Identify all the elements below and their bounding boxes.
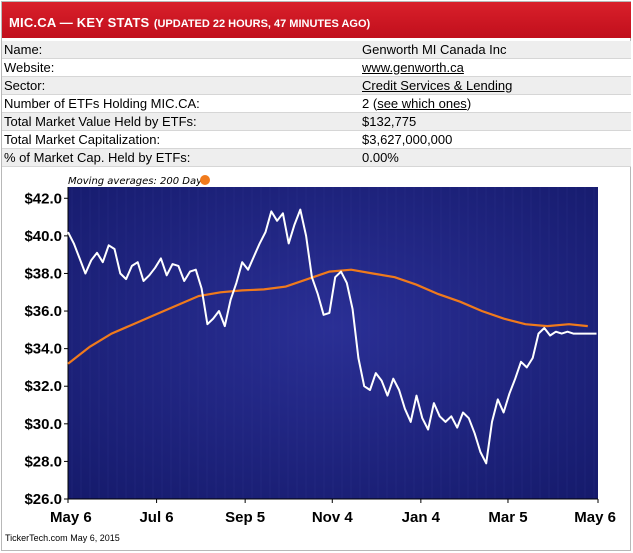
price-chart: $42.0 $40.0 $38.0 $36.0 $34.0 $32.0 $30.0 $28.0…	[24, 175, 616, 526]
stat-label: Total Market Value Held by ETFs:	[2, 112, 360, 131]
stats-row: Name: Genworth MI Canada Inc	[2, 41, 631, 59]
stats-row: % of Market Cap. Held by ETFs: 0.00%	[2, 148, 631, 167]
stat-value-cell: $3,627,000,000	[360, 130, 631, 149]
stat-label: Website:	[2, 58, 360, 77]
see-which-ones-link[interactable]: see which ones	[377, 95, 467, 111]
paren-open: (	[369, 95, 378, 111]
y-tick-label: $40.0	[24, 228, 62, 245]
stat-label: Number of ETFs Holding MIC.CA:	[2, 94, 360, 113]
stat-value-cell: $132,775	[360, 112, 631, 131]
key-stats-header: MIC.CA — KEY STATS (UPDATED 22 HOURS, 47…	[2, 2, 631, 38]
stat-label: Total Market Capitalization:	[2, 130, 360, 149]
stat-label: Name:	[2, 41, 360, 59]
x-tick-label: Jul 6	[139, 509, 173, 526]
stat-value-cell: www.genworth.ca	[360, 58, 631, 77]
stats-row: Total Market Value Held by ETFs: $132,775	[2, 112, 631, 131]
stat-value: 2	[362, 95, 370, 111]
stat-value-cell: Genworth MI Canada Inc	[360, 41, 631, 59]
x-tick-label: May 6	[50, 509, 92, 526]
y-tick-label: $38.0	[24, 265, 62, 282]
chart-footer: TickerTech.com May 6, 2015	[5, 533, 120, 543]
x-tick-label: Sep 5	[225, 509, 265, 526]
y-tick-label: $42.0	[24, 190, 62, 207]
footer-source[interactable]: TickerTech.com	[5, 533, 68, 543]
stats-row: Website: www.genworth.ca	[2, 58, 631, 77]
stat-value-link[interactable]: www.genworth.ca	[362, 59, 464, 75]
y-tick-label: $26.0	[24, 491, 62, 508]
stat-value-cell: Credit Services & Lending	[360, 76, 631, 95]
stats-row: Sector: Credit Services & Lending	[2, 76, 631, 95]
stat-value: $132,775	[362, 113, 417, 129]
stat-value-cell: 2 (see which ones)	[360, 94, 631, 113]
x-tick-label: Jan 4	[402, 509, 441, 526]
series-price-line	[67, 208, 597, 465]
stat-label: Sector:	[2, 76, 360, 95]
x-tick-label: Mar 5	[488, 509, 527, 526]
y-tick-label: $34.0	[24, 341, 62, 358]
y-tick-label: $30.0	[24, 416, 62, 433]
header-title: MIC.CA — KEY STATS	[9, 15, 150, 30]
stats-table: Name: Genworth MI Canada Inc Website: www.g…	[2, 41, 631, 167]
stat-value-link[interactable]: Credit Services & Lending	[362, 77, 513, 93]
x-tick-label: Nov 4	[312, 509, 354, 526]
header-updated: (UPDATED 22 HOURS, 47 MINUTES AGO)	[153, 18, 371, 30]
legend-label: Moving averages: 200 Day	[68, 176, 203, 187]
y-tick-label: $28.0	[24, 453, 62, 470]
stats-row: Number of ETFs Holding MIC.CA: 2 (see whi…	[2, 94, 631, 113]
stat-value: $3,627,000,000	[362, 131, 453, 147]
x-tick-label: May 6	[574, 509, 616, 526]
series-ma200-line	[67, 268, 588, 365]
stat-label: % of Market Cap. Held by ETFs:	[2, 148, 360, 167]
paren-close: )	[466, 95, 472, 111]
y-tick-label: $32.0	[24, 378, 62, 395]
stats-row: Total Market Capitalization: $3,627,000,0…	[2, 130, 631, 149]
stat-value: Genworth MI Canada Inc	[362, 41, 507, 57]
footer-date: May 6, 2015	[70, 533, 120, 543]
plot-background	[68, 187, 598, 499]
legend-ma200-dot	[200, 175, 210, 185]
stat-value: 0.00%	[362, 149, 399, 165]
stat-value-cell: 0.00%	[360, 148, 631, 167]
y-tick-label: $36.0	[24, 303, 62, 320]
